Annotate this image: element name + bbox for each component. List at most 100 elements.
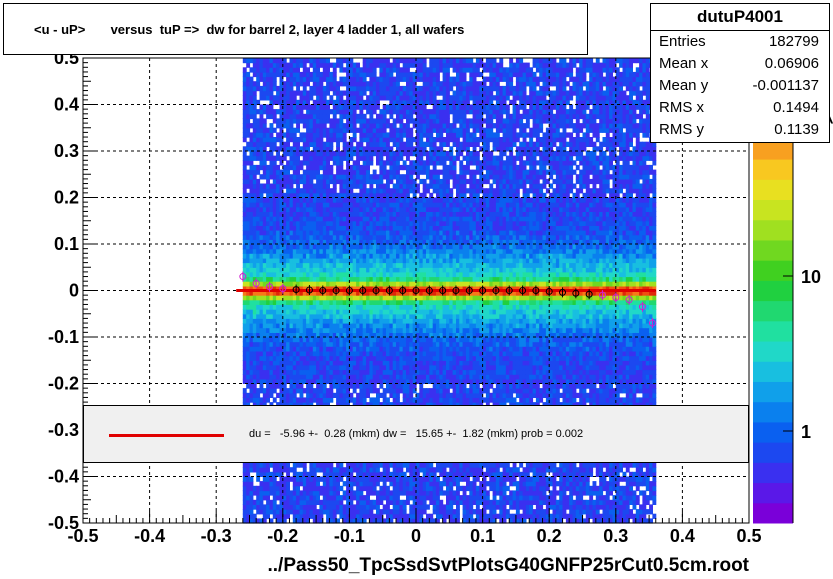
heatmap-cell bbox=[249, 197, 254, 203]
heatmap-cell bbox=[369, 67, 374, 73]
heatmap-cell bbox=[399, 369, 404, 375]
heatmap-cell bbox=[259, 230, 264, 236]
heatmap-cell bbox=[359, 397, 364, 403]
heatmap-cell bbox=[299, 369, 304, 375]
heatmap-cell bbox=[416, 467, 420, 473]
heatmap-cell bbox=[399, 355, 404, 361]
heatmap-cell bbox=[356, 220, 360, 226]
heatmap-cell bbox=[329, 262, 334, 268]
heatmap-cell bbox=[389, 211, 394, 217]
heatmap-cell bbox=[266, 113, 270, 120]
heatmap-cell bbox=[259, 304, 264, 310]
heatmap-cell bbox=[322, 160, 327, 166]
heatmap-cell bbox=[402, 276, 407, 282]
heatmap-cell bbox=[302, 471, 307, 477]
heatmap-cell bbox=[366, 299, 370, 305]
heatmap-cell bbox=[266, 350, 270, 357]
heatmap-cell bbox=[376, 388, 380, 394]
heatmap-cell bbox=[262, 71, 267, 78]
heatmap-cell bbox=[269, 355, 274, 361]
heatmap-cell bbox=[329, 76, 334, 82]
heatmap-cell bbox=[366, 462, 370, 468]
heatmap-cell bbox=[346, 378, 350, 384]
heatmap-cell bbox=[379, 178, 384, 185]
heatmap-cell bbox=[312, 392, 317, 398]
heatmap-cell bbox=[322, 276, 327, 282]
heatmap-cell bbox=[292, 109, 297, 115]
heatmap-cell bbox=[349, 476, 354, 482]
heatmap-cell bbox=[346, 318, 350, 324]
heatmap-cell bbox=[249, 323, 254, 329]
heatmap-cell bbox=[289, 95, 294, 101]
heatmap-cell bbox=[369, 490, 374, 496]
heatmap-cell bbox=[259, 285, 264, 292]
heatmap-cell bbox=[252, 276, 257, 282]
heatmap-cell bbox=[412, 313, 417, 319]
heatmap-cell bbox=[252, 332, 257, 338]
heatmap-cell bbox=[279, 81, 284, 87]
heatmap-cell bbox=[246, 490, 251, 496]
heatmap-cell bbox=[366, 164, 370, 171]
heatmap-cell bbox=[419, 495, 424, 501]
heatmap-cell bbox=[246, 197, 251, 203]
heatmap-cell bbox=[419, 197, 424, 203]
heatmap-cell bbox=[319, 211, 324, 217]
heatmap-cell bbox=[276, 151, 280, 157]
heatmap-cell bbox=[409, 127, 414, 133]
heatmap-cell bbox=[369, 76, 374, 82]
heatmap-cell bbox=[256, 299, 261, 305]
heatmap-cell bbox=[266, 271, 270, 278]
heatmap-cell bbox=[379, 211, 384, 217]
heatmap-cell bbox=[362, 155, 367, 161]
heatmap-cell bbox=[256, 192, 261, 199]
heatmap-cell bbox=[379, 309, 384, 315]
heatmap-cell bbox=[339, 155, 344, 161]
heatmap-cell bbox=[332, 309, 337, 315]
heatmap-cell bbox=[256, 509, 261, 515]
heatmap-cell bbox=[366, 392, 370, 398]
heatmap-cell bbox=[289, 192, 294, 199]
heatmap-cell bbox=[356, 471, 360, 477]
heatmap-cell bbox=[296, 290, 300, 296]
heatmap-cell bbox=[319, 374, 324, 380]
heatmap-cell bbox=[359, 71, 364, 78]
heatmap-cell bbox=[349, 397, 354, 403]
heatmap-cell bbox=[356, 225, 360, 231]
heatmap-cell bbox=[302, 225, 307, 231]
heatmap-cell bbox=[409, 234, 414, 240]
heatmap-cell bbox=[266, 220, 270, 226]
heatmap-cell bbox=[246, 141, 251, 147]
heatmap-cell bbox=[266, 202, 270, 208]
heatmap-cell bbox=[336, 397, 340, 403]
heatmap-cell bbox=[256, 397, 261, 403]
heatmap-cell bbox=[392, 253, 397, 259]
heatmap-cell bbox=[249, 383, 254, 389]
heatmap-cell bbox=[266, 364, 270, 371]
heatmap-cell bbox=[366, 123, 370, 129]
heatmap-cell bbox=[246, 504, 251, 510]
heatmap-cell bbox=[392, 309, 397, 315]
heatmap-cell bbox=[246, 402, 251, 408]
heatmap-cell bbox=[406, 481, 410, 487]
heatmap-cell bbox=[266, 509, 270, 515]
heatmap-cell bbox=[282, 513, 287, 519]
heatmap-cell bbox=[369, 127, 374, 133]
heatmap-cell bbox=[286, 467, 290, 473]
heatmap-cell bbox=[342, 327, 347, 333]
heatmap-cell bbox=[269, 146, 274, 152]
heatmap-cell bbox=[242, 462, 247, 468]
heatmap-cell bbox=[259, 318, 264, 324]
heatmap-cell bbox=[289, 388, 294, 394]
heatmap-cell bbox=[316, 169, 320, 175]
heatmap-cell bbox=[416, 253, 420, 259]
heatmap-cell bbox=[416, 378, 420, 384]
heatmap-cell bbox=[346, 295, 350, 301]
heatmap-cell bbox=[419, 234, 424, 240]
heatmap-cell bbox=[309, 178, 314, 185]
heatmap-cell bbox=[406, 467, 410, 473]
heatmap-cell bbox=[356, 402, 360, 408]
heatmap-cell bbox=[339, 109, 344, 115]
heatmap-cell bbox=[342, 174, 347, 180]
heatmap-cell bbox=[402, 248, 407, 254]
heatmap-cell bbox=[339, 285, 344, 292]
